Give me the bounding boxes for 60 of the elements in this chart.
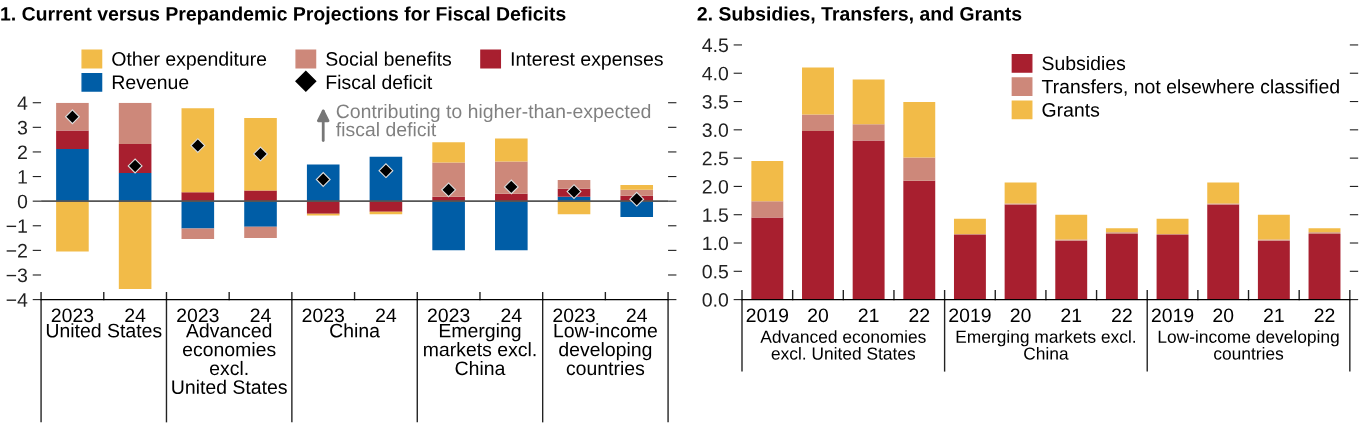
y-tick-label: 1	[18, 170, 27, 184]
x-tick-label: 2023	[302, 308, 344, 323]
x-tick-label: 21	[1061, 308, 1082, 323]
text: Advanced economies excl. United States	[760, 330, 926, 360]
y-tick-label: 2.5	[702, 151, 728, 166]
y-tick-label: 4	[17, 96, 28, 110]
legend-label: Grants	[1042, 103, 1100, 117]
y-tick-label: 4.0	[702, 66, 729, 81]
legend-label: Other expenditure	[112, 51, 267, 70]
x-tick-label: 24	[250, 308, 271, 323]
chart-title: 1. Current versus Prepandemic Projections for Fiscal Deficits	[1, 6, 566, 25]
text: Advanced economies excl. United States	[172, 323, 287, 394]
x-tick-label: 20	[808, 308, 829, 323]
x-tick-label: 2023	[51, 308, 94, 323]
x-tick-label: 22	[1314, 308, 1335, 323]
y-tick-label: 0.0	[702, 293, 729, 307]
x-tick-label: 2019	[746, 308, 789, 323]
legend-label: Fiscal deficit	[326, 74, 433, 90]
text: Low-income developing countries	[1158, 330, 1339, 360]
y-tick-label: 1.5	[703, 208, 728, 222]
annotation: Contributing to higher-than-expected fiscal deficit	[336, 103, 651, 137]
y-tick-label: 0	[17, 194, 28, 209]
y-tick-label: 3	[17, 120, 28, 135]
y-tick-label: 0.5	[702, 264, 728, 279]
chart-title: 2. Subsidies, Transfers, and Grants	[697, 6, 1022, 24]
x-tick-label: 22	[909, 308, 930, 323]
y-tick-label: 2.0	[702, 179, 729, 194]
y-tick-label: −4	[6, 293, 28, 307]
y-tick-label: −3	[6, 268, 28, 283]
text: China	[330, 323, 380, 338]
y-tick-label: 2	[18, 145, 27, 159]
x-tick-label: 2019	[1151, 308, 1194, 323]
x-tick-label: 22	[1112, 308, 1132, 323]
y-tick-label: −2	[6, 243, 27, 258]
x-tick-label: 24	[125, 308, 146, 323]
x-tick-label: 21	[1264, 308, 1284, 323]
y-tick-label: 3.0	[702, 123, 729, 138]
x-tick-label: 2023	[427, 308, 470, 323]
x-tick-label: 2023	[553, 308, 595, 323]
text: United States	[46, 323, 162, 338]
text: Emerging markets excl. China	[424, 323, 536, 376]
y-tick-label: 3.5	[702, 95, 728, 109]
text: Emerging markets excl. China	[956, 330, 1136, 360]
x-tick-label: 24	[626, 308, 647, 323]
legend-label: Social benefits	[326, 51, 452, 66]
text: Low-income developing countries	[554, 323, 657, 376]
legend-label: Revenue	[112, 75, 189, 90]
x-tick-label: 21	[858, 308, 879, 323]
x-tick-label: 24	[501, 308, 522, 323]
legend-label: Interest expenses	[511, 52, 663, 70]
legend-label: Transfers, not elsewhere classified	[1041, 79, 1339, 96]
y-tick-label: −1	[6, 219, 27, 233]
x-tick-label: 2019	[949, 308, 991, 323]
x-tick-label: 20	[1213, 308, 1234, 323]
y-tick-label: 1.0	[703, 236, 729, 251]
legend-label: Subsidies	[1042, 55, 1126, 71]
y-tick-label: 4.5	[702, 38, 728, 53]
x-tick-label: 20	[1010, 308, 1031, 323]
x-tick-label: 2023	[177, 308, 219, 323]
x-tick-label: 24	[376, 308, 397, 323]
